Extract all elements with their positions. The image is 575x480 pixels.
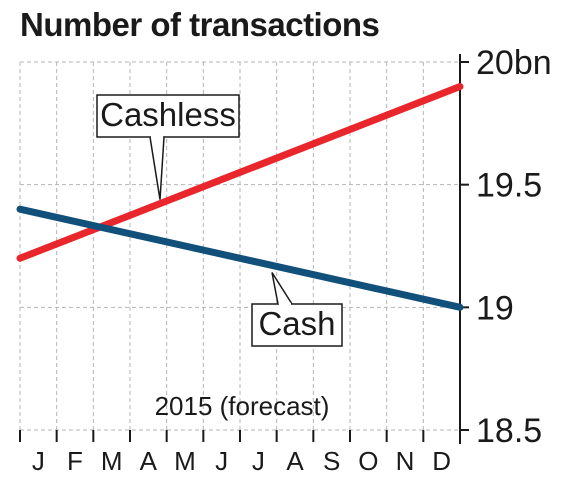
x-tick-label: F <box>67 446 83 476</box>
x-tick-label: J <box>252 446 265 476</box>
x-tick-label: N <box>396 446 415 476</box>
x-tick-label: J <box>32 446 45 476</box>
x-tick-label: S <box>323 446 340 476</box>
callout-text: Cashless <box>100 96 236 133</box>
y-tick-label: 19.5 <box>476 167 542 205</box>
x-tick-label: M <box>174 446 196 476</box>
x-tick-label: O <box>358 446 378 476</box>
callout-box <box>96 94 240 138</box>
x-tick-label: M <box>101 446 123 476</box>
y-tick-label: 19 <box>476 289 514 327</box>
y-axis: 18.5 19 19.5 20bn <box>459 44 552 450</box>
x-tick-label: D <box>432 446 451 476</box>
x-tick-label: A <box>286 446 304 476</box>
series-label-cash: Cash <box>251 272 343 347</box>
callout-pointer <box>149 136 165 200</box>
y-tick-label: 18.5 <box>476 412 542 450</box>
callout-text: Cash <box>258 305 335 342</box>
series-label-cashless: Cashless <box>96 94 240 200</box>
x-tick-label: A <box>140 446 158 476</box>
x-tick-label: J <box>215 446 228 476</box>
series-lines <box>16 83 464 311</box>
chart-title: Number of transactions <box>20 6 380 43</box>
callout-pointer <box>271 272 293 305</box>
series-labels: Cashless Cash <box>96 94 343 347</box>
annotation-label: 2015 (forecast) <box>155 391 330 421</box>
y-tick-label: 20bn <box>476 44 552 82</box>
series-line-cash <box>16 205 464 311</box>
callout-box <box>251 303 343 347</box>
series-line-cashless <box>16 83 464 262</box>
gridlines <box>19 61 461 431</box>
